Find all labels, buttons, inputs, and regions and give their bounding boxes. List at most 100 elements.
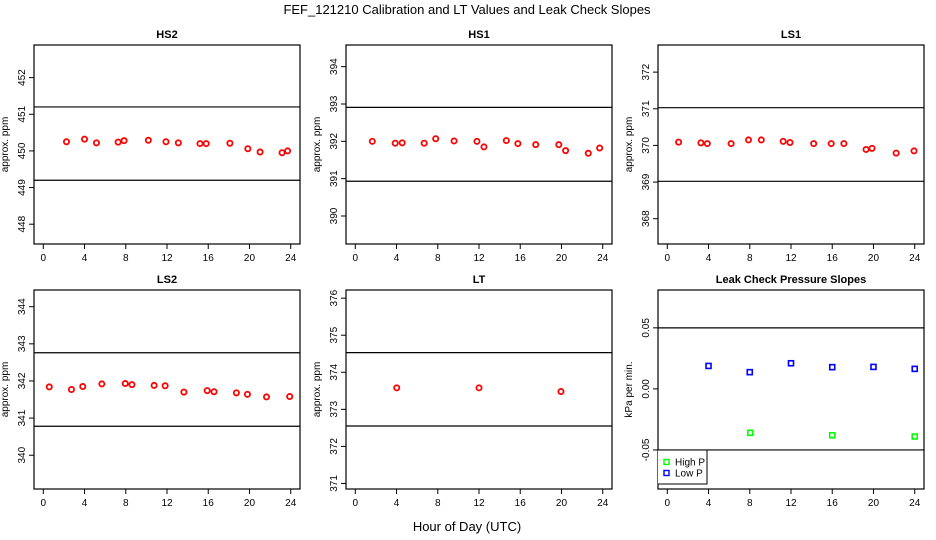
data-point — [810, 140, 818, 148]
y-tick-label: 371 — [329, 475, 340, 492]
x-tick-label: 24 — [909, 498, 921, 509]
y-tick-label: 450 — [17, 142, 28, 159]
data-point — [502, 137, 510, 145]
plot-box — [345, 289, 613, 490]
series-0 — [45, 380, 294, 401]
panel-title: HS1 — [468, 29, 489, 41]
data-point — [278, 149, 286, 157]
x-tick-label: 8 — [123, 498, 129, 509]
x-tick-label: 4 — [706, 498, 712, 509]
x-tick-label: 8 — [123, 253, 129, 264]
x-tick-label: 12 — [473, 253, 485, 264]
y-tick-label: 368 — [641, 210, 652, 227]
data-point — [150, 381, 158, 389]
x-tick-label: 16 — [827, 498, 839, 509]
data-point — [144, 136, 152, 144]
y-tick-label: 394 — [329, 58, 340, 75]
x-tick-label: 8 — [435, 253, 441, 264]
panel-title: LT — [473, 274, 486, 286]
data-point — [262, 393, 270, 401]
x-tick-label: 16 — [203, 498, 215, 509]
data-point — [67, 385, 75, 393]
data-point — [697, 139, 705, 147]
x-tick-label: 0 — [40, 253, 46, 264]
data-point — [787, 359, 795, 367]
y-tick-label: 343 — [17, 335, 28, 352]
data-point — [705, 362, 712, 370]
data-point — [675, 138, 683, 146]
data-point — [911, 433, 919, 440]
data-point — [840, 140, 848, 148]
y-tick-label: 451 — [17, 105, 28, 122]
x-tick-label: 24 — [597, 498, 609, 509]
y-axis-label: approx. ppm — [0, 362, 11, 418]
panel-title: HS2 — [156, 29, 177, 41]
data-point — [779, 137, 787, 145]
y-axis-label: approx. ppm — [312, 117, 323, 173]
x-tick-label: 20 — [556, 253, 568, 264]
y-tick-label: 392 — [329, 133, 340, 150]
x-tick-label: 12 — [785, 253, 797, 264]
panel-hs2: HS2 0 4 8 12 16 20 24 448 449 450 451 452 approx. ppm — [0, 29, 301, 264]
series-0 — [62, 135, 292, 157]
y-tick-label: 375 — [329, 326, 340, 343]
y-tick-label: 372 — [329, 438, 340, 455]
data-point — [162, 138, 170, 146]
series-0 — [393, 384, 565, 396]
data-point — [746, 368, 754, 376]
data-point — [862, 145, 870, 153]
legend-marker — [663, 469, 670, 477]
x-tick-label: 24 — [909, 253, 921, 264]
data-point — [120, 137, 128, 145]
data-point — [180, 388, 188, 396]
data-point — [480, 143, 488, 151]
data-point — [584, 149, 592, 157]
plot-box — [345, 44, 613, 245]
data-point — [256, 148, 264, 156]
data-point — [475, 384, 483, 392]
x-tick-label: 24 — [597, 253, 609, 264]
y-tick-label: 341 — [17, 409, 28, 426]
data-point — [757, 136, 765, 144]
data-point — [81, 135, 89, 143]
data-point — [92, 139, 100, 147]
x-tick-label: 0 — [664, 253, 670, 264]
series-0 — [368, 135, 604, 157]
data-point — [284, 147, 292, 155]
data-point — [911, 365, 919, 373]
x-axis-label: Hour of Day (UTC) — [413, 519, 521, 534]
data-point — [244, 145, 252, 153]
data-point — [393, 384, 401, 392]
legend-marker — [663, 458, 670, 466]
legend-box — [658, 449, 708, 485]
data-point — [161, 382, 169, 390]
series-high-p — [747, 429, 919, 440]
data-point — [868, 144, 876, 152]
x-tick-label: 16 — [203, 253, 215, 264]
data-point — [226, 139, 234, 147]
x-tick-label: 20 — [244, 498, 256, 509]
panel-leak-check-pressure-slopes: Leak Check Pressure Slopes 0 4 8 12 16 20 24 -0.… — [624, 274, 925, 509]
x-tick-label: 24 — [285, 253, 297, 264]
data-point — [98, 380, 106, 388]
y-tick-label: 340 — [17, 446, 28, 463]
y-tick-label: 391 — [329, 170, 340, 187]
data-point — [727, 140, 735, 148]
y-tick-label: 393 — [329, 95, 340, 112]
data-point — [286, 393, 294, 401]
data-point — [827, 140, 835, 148]
y-axis-label: kPa per min. — [624, 361, 635, 417]
data-point — [114, 138, 122, 146]
data-point — [557, 388, 565, 396]
y-tick-label: 344 — [17, 298, 28, 315]
data-point — [910, 147, 918, 155]
panel-ls1: LS1 0 4 8 12 16 20 24 368 369 370 371 372 approx. ppm — [624, 29, 925, 264]
data-point — [243, 390, 251, 398]
x-tick-label: 8 — [747, 253, 753, 264]
panel-ls2: LS2 0 4 8 12 16 20 24 340 341 342 343 344 approx. ppm — [0, 274, 301, 509]
panel-hs1: HS1 0 4 8 12 16 20 24 390 391 392 393 394 approx. ppm — [312, 29, 613, 264]
y-tick-label: -0.05 — [641, 438, 652, 461]
x-tick-label: 0 — [352, 253, 358, 264]
